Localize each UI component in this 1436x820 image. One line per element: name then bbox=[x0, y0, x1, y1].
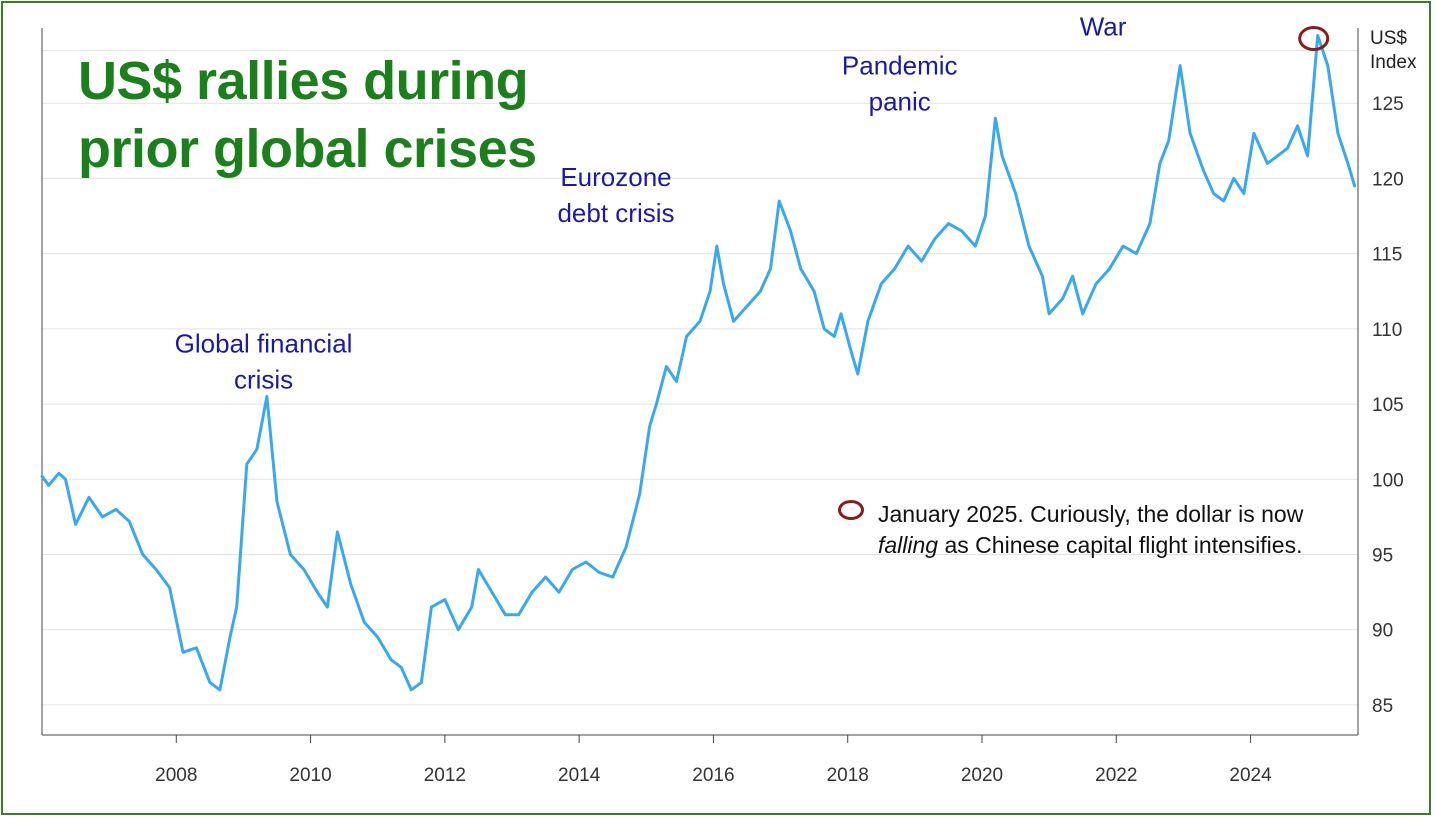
x-axis: 2008 2010 2012 2014 2016 2018 2020 2022 2024 bbox=[41, 28, 1358, 786]
annotation-4-line-2: War bbox=[1080, 12, 1127, 42]
annotation-1-line-2: crisis bbox=[234, 365, 293, 395]
note-text: January 2025. Curiously, the dollar is n… bbox=[878, 499, 1318, 561]
highlight-layer bbox=[1298, 26, 1330, 52]
y-tick-label-125: 125 bbox=[1372, 94, 1404, 115]
note-line-1: January 2025. Curiously, the dollar is n… bbox=[878, 501, 1304, 527]
y-tick-label-90: 90 bbox=[1372, 621, 1393, 642]
annotation-2-line-2: debt crisis bbox=[557, 198, 674, 228]
peak-marker-icon bbox=[1298, 26, 1330, 52]
y-tick-label-105: 105 bbox=[1372, 395, 1404, 416]
y-axis-unit-line-1: US$ bbox=[1370, 28, 1407, 49]
annotation-layer: Global financial crisis Eurozone debt crisi… bbox=[175, 0, 1192, 395]
x-tick-label-2008: 2008 bbox=[155, 765, 197, 786]
note-italic-word: falling bbox=[878, 532, 939, 558]
note-marker-icon bbox=[838, 500, 864, 520]
y-tick-label-85: 85 bbox=[1372, 696, 1393, 717]
y-tick-label-95: 95 bbox=[1372, 545, 1393, 566]
x-tick-label-2024: 2024 bbox=[1229, 765, 1272, 786]
x-tick-label-2010: 2010 bbox=[289, 765, 331, 786]
chart-title-line-2: prior global crises bbox=[78, 119, 537, 179]
x-tick-label-2012: 2012 bbox=[424, 765, 466, 786]
chart-title-line-1: US$ rallies during bbox=[78, 51, 529, 111]
annotation-4-line-1: Russia-Ukraine bbox=[1014, 0, 1192, 6]
y-axis-unit-line-2: Index bbox=[1370, 52, 1417, 73]
gridlines bbox=[42, 50, 1358, 706]
annotation-3-line-1: Pandemic bbox=[842, 50, 958, 80]
x-tick-label-2018: 2018 bbox=[827, 765, 869, 786]
y-axis: 85 90 95 100 105 110 115 120 125 US$ Index bbox=[1357, 28, 1417, 735]
x-tick-label-2022: 2022 bbox=[1095, 765, 1137, 786]
series-line-usd-index bbox=[40, 34, 1357, 692]
x-tick-label-2016: 2016 bbox=[692, 765, 734, 786]
x-tick-label-2020: 2020 bbox=[961, 765, 1003, 786]
annotation-3-line-2: panic bbox=[869, 86, 931, 116]
y-tick-label-100: 100 bbox=[1372, 470, 1404, 491]
note-line-2: as Chinese capital flight intensifies. bbox=[938, 532, 1303, 558]
annotation-1-line-1: Global financial bbox=[175, 329, 353, 359]
x-tick-label-2014: 2014 bbox=[558, 765, 601, 786]
y-tick-label-110: 110 bbox=[1372, 320, 1402, 341]
y-tick-label-120: 120 bbox=[1372, 169, 1404, 190]
y-tick-label-115: 115 bbox=[1372, 245, 1402, 266]
series-layer bbox=[40, 34, 1357, 692]
annotation-2-line-1: Eurozone bbox=[560, 162, 671, 192]
